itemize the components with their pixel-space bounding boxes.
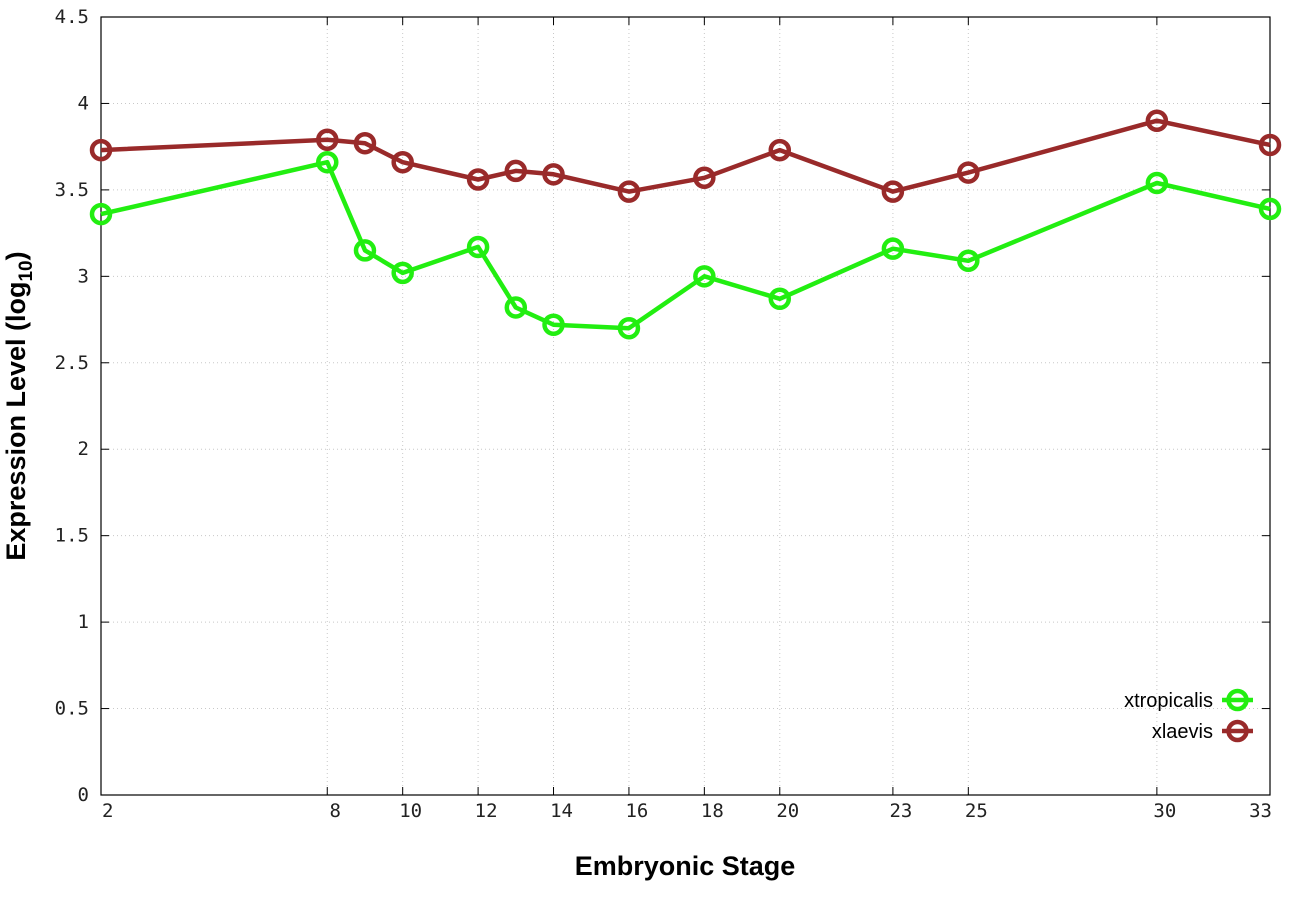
data-point-xtropicalis — [391, 261, 414, 285]
data-point-xtropicalis — [957, 249, 980, 273]
legend: xtropicalis xlaevis — [1124, 688, 1253, 743]
y-tick-label: 0 — [78, 784, 89, 806]
data-point-xlaevis — [1145, 109, 1169, 132]
series-layer — [89, 109, 1282, 340]
x-tick-label: 14 — [550, 800, 573, 822]
data-point-xtropicalis — [768, 287, 792, 311]
legend-label-xlaevis: xlaevis — [1152, 721, 1213, 743]
data-point-xtropicalis — [693, 265, 716, 288]
y-tick-label: 3.5 — [55, 179, 89, 201]
x-tick-label: 20 — [776, 800, 799, 822]
legend-label-xtropicalis: xtropicalis — [1124, 690, 1213, 712]
data-point-xtropicalis — [89, 202, 113, 226]
data-point-xlaevis — [881, 180, 905, 203]
axis-ticks: 0 0.5 1 1.5 2 2.5 3 3.5 4 4.5 2 8 10 12 14 16 18 20 23 25 30… — [55, 6, 1272, 822]
x-tick-label: 23 — [889, 800, 912, 822]
data-point-xtropicalis — [881, 237, 905, 260]
x-tick-label: 10 — [399, 800, 422, 822]
y-tick-label: 4.5 — [55, 6, 89, 28]
data-point-xlaevis — [353, 131, 377, 155]
y-axis-title-main: Expression Level (log — [1, 282, 31, 561]
data-point-xtropicalis — [542, 313, 565, 336]
x-tick-label: 30 — [1153, 800, 1176, 822]
data-point-xlaevis — [316, 128, 339, 152]
x-tick-label: 8 — [330, 800, 341, 822]
data-point-xtropicalis — [504, 296, 528, 319]
data-point-xlaevis — [693, 166, 716, 190]
data-point-xtropicalis — [466, 235, 490, 259]
y-tick-label: 1.5 — [55, 525, 89, 547]
x-axis-title: Embryonic Stage — [575, 851, 796, 881]
data-point-xtropicalis — [617, 316, 641, 340]
x-tick-label: 16 — [625, 800, 648, 822]
y-tick-label: 2 — [78, 438, 89, 460]
data-point-xlaevis — [1258, 133, 1282, 157]
x-tick-label: 12 — [475, 800, 498, 822]
y-axis-title-suffix: ) — [1, 251, 31, 260]
grid-lines — [101, 17, 1270, 795]
x-tick-label: 33 — [1249, 800, 1272, 822]
legend-marker-xlaevis — [1226, 719, 1249, 743]
data-point-xtropicalis — [1145, 171, 1169, 195]
x-tick-label: 18 — [701, 800, 724, 822]
data-point-xlaevis — [466, 168, 490, 191]
x-tick-label: 2 — [102, 800, 113, 822]
y-tick-label: 2.5 — [55, 352, 89, 374]
y-tick-label: 3 — [78, 265, 89, 287]
x-tick-label: 25 — [965, 800, 988, 822]
series-line-xlaevis — [100, 118, 1271, 194]
data-point-xlaevis — [504, 159, 528, 183]
y-axis-title-subscript: 10 — [16, 260, 37, 281]
data-point-xtropicalis — [1258, 197, 1282, 221]
y-axis-title: Expression Level (log10) — [1, 251, 37, 560]
y-tick-label: 0.5 — [55, 698, 89, 720]
y-tick-label: 4 — [78, 92, 89, 114]
data-point-xlaevis — [391, 150, 414, 174]
data-point-xtropicalis — [316, 150, 339, 174]
data-point-xlaevis — [617, 180, 641, 203]
data-point-xlaevis — [957, 161, 980, 184]
y-tick-label: 1 — [78, 611, 89, 633]
data-point-xlaevis — [542, 163, 565, 186]
data-point-xlaevis — [768, 138, 792, 162]
data-point-xlaevis — [89, 138, 113, 162]
data-point-xtropicalis — [353, 239, 377, 262]
legend-marker-xtropicalis — [1226, 688, 1249, 712]
series-line-xtropicalis — [100, 159, 1271, 331]
plot-frame — [100, 16, 1271, 796]
